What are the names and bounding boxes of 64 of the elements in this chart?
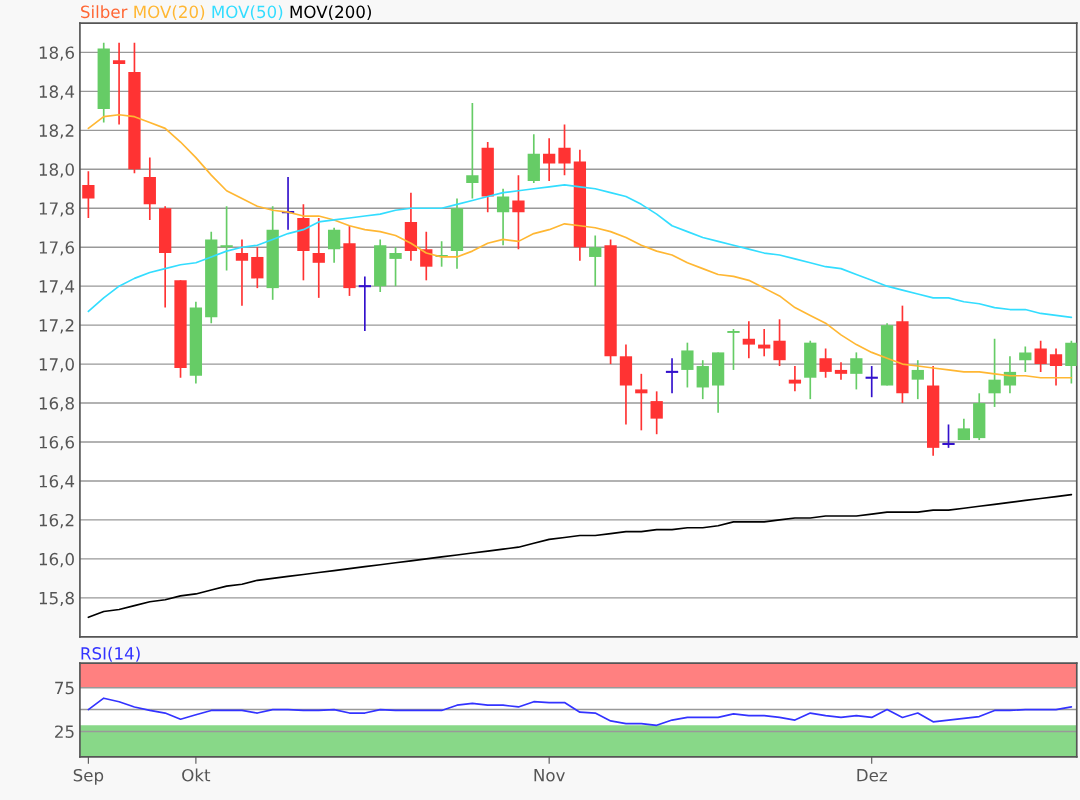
candlestick (558, 123, 571, 176)
line-series (87, 184, 1073, 319)
y-tick-label: 18,2 (39, 124, 74, 139)
y-tick-label: 75 (55, 681, 74, 695)
candlestick (420, 230, 433, 282)
y-tick-label: 16,8 (39, 397, 74, 412)
candlestick (251, 246, 264, 289)
y-tick-label: 16,4 (39, 474, 75, 490)
candlestick (220, 205, 233, 272)
text: MOV(200) (290, 5, 371, 21)
candlestick (1049, 347, 1063, 387)
x-tick-label: Okt (182, 768, 211, 782)
text: MOV(20) (134, 5, 205, 21)
y-tick-label: 25 (55, 725, 74, 738)
y-tick-label: 17,2 (39, 319, 74, 334)
candlestick (235, 238, 249, 307)
candlestick (650, 390, 663, 436)
y-tick-label: 17,4 (39, 280, 75, 295)
line-series (87, 697, 1073, 727)
candlestick (312, 217, 325, 299)
candlestick (466, 102, 479, 200)
x-tick-label: Dez (857, 769, 887, 782)
candlestick (788, 365, 802, 393)
y-tick-label: 18,0 (39, 163, 74, 178)
candlestick (696, 359, 709, 400)
y-tick-label: 18,4 (39, 85, 75, 100)
y-tick-label: 16,6 (39, 435, 75, 451)
candlestick (742, 320, 755, 360)
y-tick-label: 16,2 (39, 513, 74, 529)
text: Silber (81, 5, 128, 19)
candlestick (988, 337, 1001, 408)
candlestick (864, 365, 879, 399)
candlestick (681, 341, 694, 389)
candlestick (819, 347, 832, 379)
y-tick-label: 17,6 (39, 241, 75, 256)
candlestick (112, 41, 126, 126)
candlestick (758, 328, 771, 358)
candlestick (941, 423, 956, 449)
text: RSI(14) (81, 646, 140, 662)
candlestick (512, 174, 525, 250)
x-tick-label: Sep (73, 768, 104, 785)
y-tick-label: 16,0 (39, 552, 74, 568)
candlestick (635, 372, 648, 432)
x-tick-label: Nov (534, 769, 565, 782)
candlestick (1065, 339, 1077, 385)
candlestick (327, 226, 341, 264)
candlestick (911, 359, 924, 400)
candlestick (1019, 345, 1032, 373)
candlestick (543, 137, 556, 182)
y-tick-label: 15,8 (39, 591, 74, 607)
candlestick (773, 318, 786, 367)
y-tick-label: 17,8 (39, 202, 74, 217)
candlestick (834, 361, 848, 381)
candlestick (1034, 339, 1047, 373)
candlestick (389, 246, 402, 288)
candlestick (727, 328, 740, 371)
text: MOV(50) (212, 5, 283, 21)
candlestick (82, 170, 95, 219)
candlestick (589, 234, 602, 288)
candlestick (850, 351, 863, 391)
line-series (87, 493, 1073, 619)
y-tick-label: 17,0 (39, 358, 74, 373)
candlestick (496, 187, 510, 247)
y-tick-label: 18,6 (39, 46, 75, 61)
